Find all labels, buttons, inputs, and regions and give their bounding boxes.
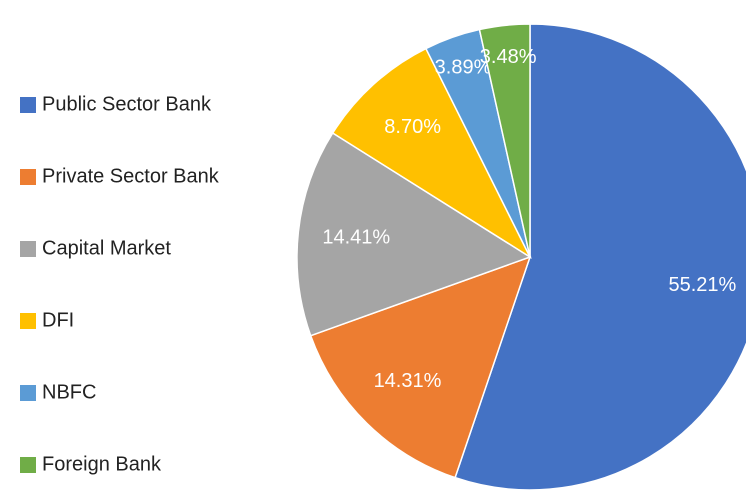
legend-swatch: [20, 169, 36, 185]
pie-slice: [454, 23, 746, 491]
legend-swatch: [20, 313, 36, 329]
pie-slice: [478, 23, 531, 258]
pie-slice: [296, 131, 532, 337]
data-label: 8.70%: [384, 116, 441, 138]
legend-label: Capital Market: [42, 237, 171, 259]
data-label: 14.31%: [374, 370, 442, 392]
legend-label: DFI: [42, 309, 74, 331]
legend-swatch: [20, 97, 36, 113]
legend-swatch: [20, 385, 36, 401]
data-label: 55.21%: [668, 274, 736, 296]
pie-slice: [331, 47, 532, 260]
legend-swatch: [20, 457, 36, 473]
legend-label: Private Sector Bank: [42, 165, 220, 187]
legend-label: NBFC: [42, 381, 96, 403]
data-label: 14.41%: [322, 226, 390, 248]
data-label: 3.89%: [435, 56, 492, 78]
data-label: 3.48%: [480, 46, 537, 68]
legend-label: Foreign Bank: [42, 453, 162, 475]
pie-slice: [309, 255, 532, 479]
legend-label: Public Sector Bank: [42, 93, 212, 115]
legend-swatch: [20, 241, 36, 257]
